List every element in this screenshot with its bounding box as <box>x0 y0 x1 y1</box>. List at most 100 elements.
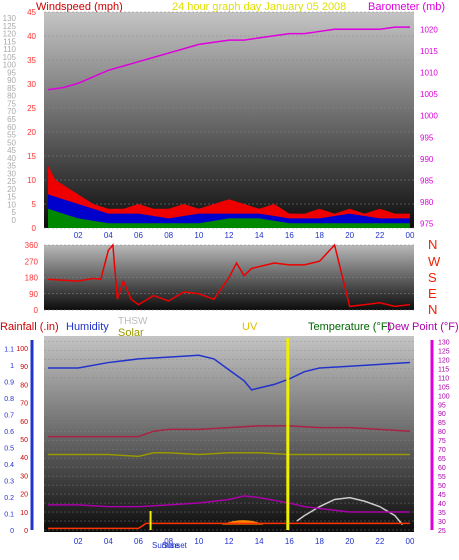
uv-label: UV <box>242 321 258 333</box>
humidity-line <box>48 354 411 391</box>
thsw-label: THSW <box>118 316 148 327</box>
temperature-tick: 45 <box>438 492 446 499</box>
x-tick-label: 22 <box>375 231 384 240</box>
uv-bar <box>286 338 290 530</box>
humidity-tick: 50 <box>20 437 28 444</box>
temperature-tick: 30 <box>438 519 446 526</box>
x-tick-label: 14 <box>255 537 264 546</box>
chart-marks: 0510152025303540455055606570758085909510… <box>3 8 450 546</box>
rainfall-tick: 0.8 <box>4 396 14 403</box>
windspeed-outer-tick: 110 <box>3 45 16 54</box>
x-tick-label: 08 <box>164 231 173 240</box>
x-tick-label: 10 <box>194 537 203 546</box>
windspeed-tick: 20 <box>27 128 36 137</box>
humidity-tick: 20 <box>20 492 28 499</box>
temperature-tick: 90 <box>438 411 446 418</box>
rainfall-tick: 0.4 <box>4 462 14 469</box>
barometer-tick: 1005 <box>420 90 438 99</box>
windspeed-outer-tick: 45 <box>7 146 16 155</box>
barometer-tick: 995 <box>420 133 434 142</box>
humidity-tick: 30 <box>20 473 28 480</box>
barometer-tick: 1000 <box>420 112 438 121</box>
x-tick-label: 04 <box>104 231 113 240</box>
temperature-tick: 35 <box>438 510 446 517</box>
windspeed-outer-tick: 125 <box>3 22 17 31</box>
barometer-tick: 1010 <box>420 68 438 77</box>
barometer-tick: 1020 <box>420 25 438 34</box>
windspeed-outer-tick: 30 <box>7 169 16 178</box>
dewpoint-line <box>48 495 410 513</box>
direction-tick: 360 <box>25 241 39 250</box>
rainfall-tick: 1.1 <box>4 346 14 353</box>
windspeed-outer-tick: 60 <box>7 123 16 132</box>
humidity-tick: 90 <box>20 364 28 371</box>
windspeed-outer-tick: 55 <box>7 131 16 140</box>
x-tick-label: 00 <box>406 537 415 546</box>
windspeed-outer-tick: 5 <box>12 208 17 217</box>
windspeed-outer-tick: 65 <box>7 115 16 124</box>
rainfall-tick: 0.6 <box>4 429 14 436</box>
x-tick-label: 22 <box>375 537 384 546</box>
windspeed-outer-tick: 25 <box>7 177 16 186</box>
windspeed-outer-tick: 120 <box>3 30 17 39</box>
windspeed-tick: 10 <box>27 176 36 185</box>
temperature-tick: 105 <box>438 384 450 391</box>
direction-tick: 90 <box>29 290 38 299</box>
x-tick-label: 18 <box>315 537 324 546</box>
barometer-line <box>47 26 410 91</box>
barometer-tick: 1015 <box>420 47 438 56</box>
temperature-tick: 60 <box>438 465 446 472</box>
sunrise-label: Sunrise <box>152 541 180 550</box>
rainfall-tick: 0.7 <box>4 412 14 419</box>
wind-barometer-plot <box>44 12 414 228</box>
humidity-tick: 10 <box>20 510 28 517</box>
windspeed-outer-tick: 105 <box>3 53 17 62</box>
humidity-tick: 40 <box>20 455 28 462</box>
sunset-label: Sunset <box>162 541 188 550</box>
x-tick-label: 18 <box>315 231 324 240</box>
rainfall-tick: 1 <box>10 363 14 370</box>
x-tick-label: 04 <box>104 537 113 546</box>
windspeed-outer-tick: 40 <box>7 154 16 163</box>
wind-direction-line <box>47 243 411 308</box>
rainfall-tick: 0.1 <box>4 511 14 518</box>
temperature-tick: 50 <box>438 483 446 490</box>
barometer-tick: 990 <box>420 155 434 164</box>
barometer-tick: 975 <box>420 220 434 229</box>
x-tick-label: 08 <box>164 537 173 546</box>
rainfall-tick: 0.2 <box>4 495 14 502</box>
windspeed-outer-tick: 10 <box>7 200 16 209</box>
windspeed-tick: 30 <box>27 80 36 89</box>
humidity-label: Humidity <box>66 321 109 333</box>
windspeed-outer-tick: 80 <box>7 92 16 101</box>
windspeed-outer-tick: 75 <box>7 99 16 108</box>
x-tick-label: 06 <box>134 231 143 240</box>
temperature-tick: 115 <box>438 366 449 373</box>
windspeed-tick: 0 <box>32 224 37 233</box>
humidity-tick: 100 <box>16 346 28 353</box>
temperature-tick: 95 <box>438 402 446 409</box>
temperature-tick: 40 <box>438 501 446 508</box>
windspeed-outer-tick: 130 <box>3 14 17 23</box>
x-tick-label: 06 <box>134 537 143 546</box>
x-tick-label: 02 <box>74 231 83 240</box>
compass-label-0: N <box>428 237 437 252</box>
compass-label-3: E <box>428 286 437 301</box>
rainfall-tick: 0 <box>10 528 14 535</box>
windspeed-outer-tick: 115 <box>3 37 16 46</box>
windspeed-outer-tick: 20 <box>7 185 16 194</box>
temperature-tick: 120 <box>438 357 450 364</box>
temperature-tick: 100 <box>438 393 450 400</box>
temperature-tick: 125 <box>438 348 450 355</box>
barometer-title: Barometer (mb) <box>368 1 445 13</box>
x-tick-label: 14 <box>255 231 264 240</box>
temperature-tick: 80 <box>438 429 446 436</box>
windspeed-outer-tick: 50 <box>7 138 16 147</box>
windspeed-tick: 5 <box>32 200 37 209</box>
temperature-tick: 75 <box>438 438 446 445</box>
windspeed-outer-tick: 70 <box>7 107 16 116</box>
wind-gust-area <box>48 165 410 228</box>
windspeed-tick: 40 <box>27 32 36 41</box>
barometer-tick: 980 <box>420 198 434 207</box>
x-tick-label: 20 <box>345 537 354 546</box>
